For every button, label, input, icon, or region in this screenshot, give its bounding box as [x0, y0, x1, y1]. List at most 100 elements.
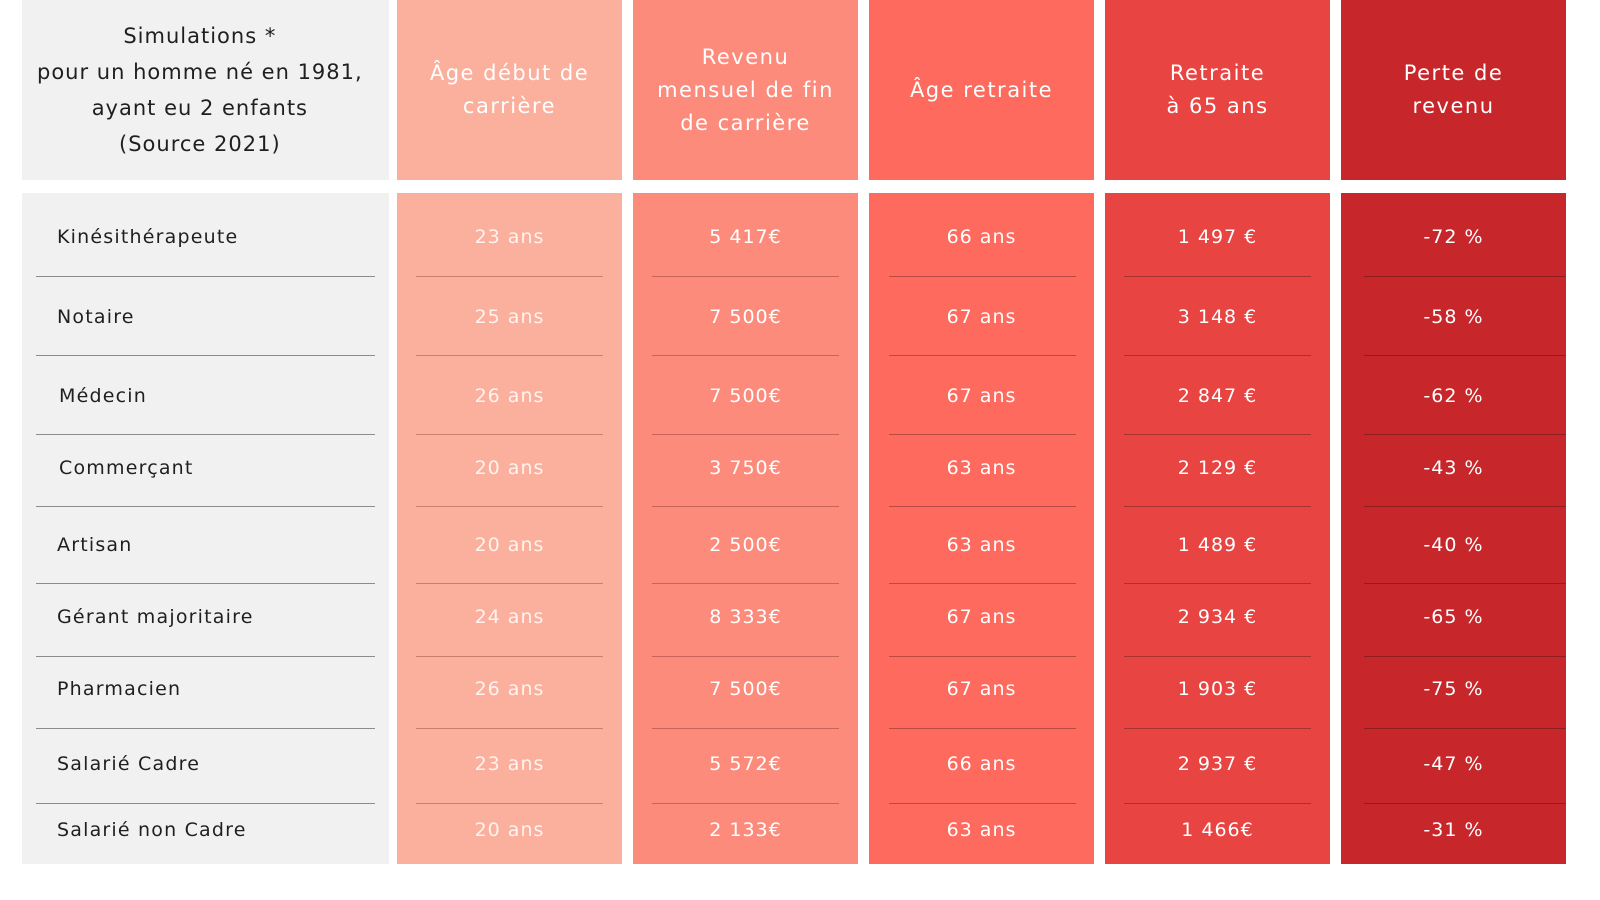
table-cell-age-debut: 23 ans	[474, 753, 545, 775]
table-cell-retraite: 1 497 €	[1177, 226, 1258, 248]
table-cell-age-retraite: 63 ans	[946, 534, 1017, 556]
header-age-debut: Âge début de carrière	[397, 0, 622, 180]
intro-text: Simulations * pour un homme né en 1981, …	[22, 18, 363, 162]
table-cell-revenu: 7 500€	[709, 678, 782, 700]
row-divider	[652, 434, 839, 435]
table-cell-perte: -62 %	[1423, 385, 1484, 407]
row-divider	[652, 355, 839, 356]
column-profession: Kinésithérapeute Notaire Médecin Commerçant…	[22, 193, 389, 864]
row-divider	[1364, 506, 1566, 507]
row-divider	[1124, 728, 1311, 729]
table-cell-retraite: 2 937 €	[1177, 753, 1258, 775]
row-divider	[889, 434, 1076, 435]
row-divider	[889, 728, 1076, 729]
table-cell-revenu: 8 333€	[709, 606, 782, 628]
table-cell-profession: Gérant majoritaire	[57, 606, 254, 628]
header-age-retraite: Âge retraite	[869, 0, 1094, 180]
table-cell-perte: -72 %	[1423, 226, 1484, 248]
row-divider	[652, 276, 839, 277]
table-cell-age-debut: 24 ans	[474, 606, 545, 628]
table-cell-age-debut: 23 ans	[474, 226, 545, 248]
header-revenu: Revenu mensuel de fin de carrière	[633, 0, 858, 180]
header-perte: Perte de revenu	[1341, 0, 1566, 180]
table-cell-profession: Kinésithérapeute	[57, 226, 239, 248]
row-divider	[889, 583, 1076, 584]
intro-line: Simulations *	[123, 24, 277, 48]
table-cell-profession: Salarié Cadre	[57, 753, 201, 775]
table-cell-age-retraite: 67 ans	[946, 306, 1017, 328]
table-cell-age-retraite: 67 ans	[946, 385, 1017, 407]
table-cell-revenu: 7 500€	[709, 306, 782, 328]
header-line: à 65 ans	[1166, 94, 1269, 118]
header-line: Perte de	[1403, 61, 1504, 85]
row-divider	[652, 728, 839, 729]
table-cell-age-debut: 20 ans	[474, 534, 545, 556]
table-cell-perte: -31 %	[1423, 819, 1484, 841]
row-divider	[36, 656, 375, 657]
row-divider	[36, 355, 375, 356]
table-cell-revenu: 7 500€	[709, 385, 782, 407]
table-cell-age-debut: 25 ans	[474, 306, 545, 328]
row-divider	[1124, 803, 1311, 804]
table-cell-retraite: 1 466€	[1181, 819, 1254, 841]
table-cell-retraite: 2 847 €	[1177, 385, 1258, 407]
header-line: Âge retraite	[909, 77, 1054, 102]
intro-line: ayant eu 2 enfants	[91, 96, 308, 120]
row-divider	[1364, 656, 1566, 657]
header-line: Retraite	[1169, 61, 1266, 85]
column-age-retraite: 66 ans 67 ans 67 ans 63 ans 63 ans 67 ans 67 a…	[869, 193, 1094, 864]
table-cell-perte: -47 %	[1423, 753, 1484, 775]
row-divider	[652, 583, 839, 584]
row-divider	[416, 355, 603, 356]
row-divider	[36, 506, 375, 507]
table-cell-profession: Commerçant	[59, 457, 194, 479]
column-age-debut: 23 ans 25 ans 26 ans 20 ans 20 ans 24 ans 26 a…	[397, 193, 622, 864]
table-cell-age-retraite: 67 ans	[946, 606, 1017, 628]
row-divider	[416, 276, 603, 277]
table-cell-revenu: 2 500€	[709, 534, 782, 556]
header-line: Âge début de	[429, 61, 590, 85]
table-cell-revenu: 2 133€	[709, 819, 782, 841]
table-cell-profession: Artisan	[57, 534, 133, 556]
row-divider	[416, 506, 603, 507]
table-cell-perte: -65 %	[1423, 606, 1484, 628]
row-divider	[889, 656, 1076, 657]
table-cell-perte: -58 %	[1423, 306, 1484, 328]
row-divider	[652, 656, 839, 657]
table-cell-age-debut: 26 ans	[474, 385, 545, 407]
table-cell-retraite: 3 148 €	[1177, 306, 1258, 328]
row-divider	[1124, 276, 1311, 277]
row-divider	[36, 803, 375, 804]
row-divider	[1124, 434, 1311, 435]
row-divider	[36, 434, 375, 435]
row-divider	[1364, 803, 1566, 804]
table-cell-retraite: 2 129 €	[1177, 457, 1258, 479]
table-intro-header: Simulations * pour un homme né en 1981, …	[22, 0, 389, 180]
row-divider	[1124, 355, 1311, 356]
row-divider	[36, 276, 375, 277]
table-cell-perte: -75 %	[1423, 678, 1484, 700]
table-cell-retraite: 2 934 €	[1177, 606, 1258, 628]
table-cell-retraite: 1 489 €	[1177, 534, 1258, 556]
row-divider	[36, 583, 375, 584]
table-cell-profession: Pharmacien	[57, 678, 182, 700]
header-line: carrière	[462, 94, 557, 118]
row-divider	[416, 583, 603, 584]
row-divider	[1364, 355, 1566, 356]
table-cell-perte: -40 %	[1423, 534, 1484, 556]
row-divider	[889, 355, 1076, 356]
row-divider	[416, 728, 603, 729]
row-divider	[1364, 583, 1566, 584]
row-divider	[889, 803, 1076, 804]
table-cell-profession: Médecin	[59, 385, 147, 407]
header-line: de carrière	[680, 110, 811, 135]
row-divider	[416, 803, 603, 804]
row-divider	[652, 506, 839, 507]
table-cell-perte: -43 %	[1423, 457, 1484, 479]
table-cell-age-debut: 20 ans	[474, 457, 545, 479]
row-divider	[1364, 434, 1566, 435]
row-divider	[652, 803, 839, 804]
row-divider	[889, 276, 1076, 277]
table-cell-profession: Notaire	[57, 306, 135, 328]
table-cell-age-retraite: 66 ans	[946, 226, 1017, 248]
